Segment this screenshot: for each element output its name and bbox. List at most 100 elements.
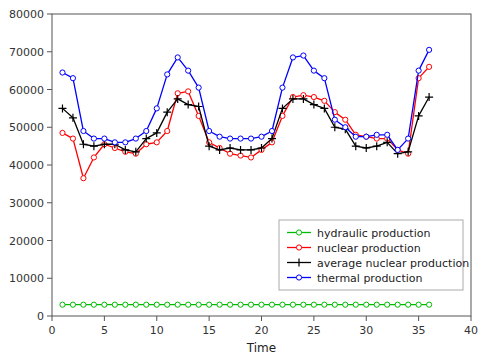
- point: [60, 130, 65, 135]
- point: [226, 144, 234, 152]
- point: [91, 155, 96, 160]
- point: [123, 302, 128, 307]
- point: [268, 135, 276, 143]
- point: [364, 134, 369, 139]
- point: [290, 55, 295, 60]
- series-line: [62, 67, 429, 178]
- x-tick: [366, 316, 367, 321]
- x-tick: [104, 316, 105, 321]
- point: [352, 142, 360, 150]
- point: [186, 89, 191, 94]
- series-line: [62, 50, 429, 150]
- point: [195, 102, 203, 110]
- x-tick: [471, 316, 472, 321]
- point: [123, 140, 128, 145]
- point: [310, 101, 318, 109]
- point: [427, 64, 432, 69]
- point: [196, 302, 201, 307]
- point: [112, 302, 117, 307]
- x-tick: [313, 316, 314, 321]
- point: [142, 135, 150, 143]
- series: [60, 47, 432, 152]
- point: [395, 147, 400, 152]
- point: [132, 148, 140, 156]
- x-tick-label: 20: [255, 324, 269, 337]
- y-tick-label: 30000: [9, 197, 44, 210]
- x-tick-label: 40: [464, 324, 478, 337]
- point: [248, 302, 253, 307]
- point: [91, 136, 96, 141]
- y-tick-label: 20000: [9, 235, 44, 248]
- point: [248, 136, 253, 141]
- y-tick: [47, 165, 52, 166]
- point: [395, 302, 400, 307]
- point: [416, 302, 421, 307]
- point: [322, 98, 327, 103]
- series: [60, 64, 432, 181]
- point: [385, 302, 390, 307]
- point: [69, 114, 77, 122]
- point: [364, 302, 369, 307]
- point: [237, 146, 245, 154]
- point: [238, 136, 243, 141]
- point: [70, 76, 75, 81]
- point: [258, 144, 266, 152]
- y-tick: [47, 278, 52, 279]
- point: [175, 55, 180, 60]
- y-tick: [47, 240, 52, 241]
- legend-label: thermal production: [317, 272, 422, 285]
- point: [404, 148, 412, 156]
- point: [111, 140, 119, 148]
- point: [406, 136, 411, 141]
- x-axis-label: Time: [246, 341, 276, 355]
- point: [320, 104, 328, 112]
- point: [415, 112, 423, 120]
- point: [186, 302, 191, 307]
- point: [269, 128, 274, 133]
- point: [184, 101, 192, 109]
- point: [332, 117, 337, 122]
- point: [102, 302, 107, 307]
- x-tick-label: 15: [202, 324, 216, 337]
- x-tick: [261, 316, 262, 321]
- point: [374, 302, 379, 307]
- point: [81, 176, 86, 181]
- point: [163, 108, 171, 116]
- point: [133, 302, 138, 307]
- y-tick-label: 60000: [9, 84, 44, 97]
- point: [373, 142, 381, 150]
- point: [90, 142, 98, 150]
- point: [395, 147, 400, 152]
- point: [406, 302, 411, 307]
- point: [362, 144, 370, 152]
- point: [248, 155, 253, 160]
- legend-marker: [296, 245, 301, 250]
- point: [217, 302, 222, 307]
- point: [205, 142, 213, 150]
- point: [238, 302, 243, 307]
- point: [343, 125, 348, 130]
- y-tick-label: 80000: [9, 8, 44, 21]
- point: [216, 146, 224, 154]
- x-tick: [209, 316, 210, 321]
- legend-label: hydraulic production: [317, 227, 430, 240]
- point: [196, 85, 201, 90]
- point: [133, 136, 138, 141]
- legend-marker: [295, 259, 303, 267]
- point: [60, 70, 65, 75]
- point: [427, 47, 432, 52]
- point: [81, 302, 86, 307]
- legend-label: average nuclear production: [317, 257, 469, 270]
- point: [144, 128, 149, 133]
- point: [322, 302, 327, 307]
- point: [247, 146, 255, 154]
- point: [186, 68, 191, 73]
- point: [112, 140, 117, 145]
- x-tick-label: 0: [49, 324, 56, 337]
- point: [290, 302, 295, 307]
- point: [364, 134, 369, 139]
- point: [81, 128, 86, 133]
- point: [425, 93, 433, 101]
- point: [311, 302, 316, 307]
- point: [154, 140, 159, 145]
